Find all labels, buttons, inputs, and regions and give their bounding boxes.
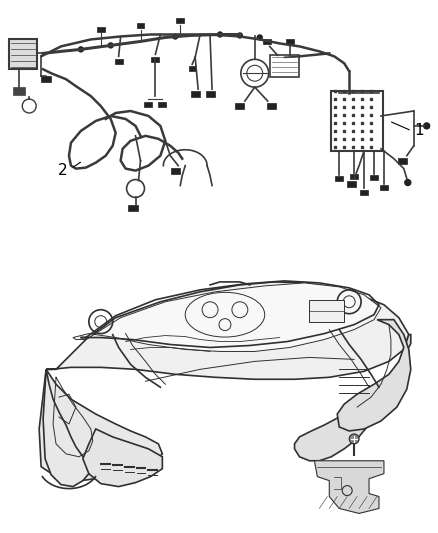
Polygon shape	[39, 369, 162, 481]
Polygon shape	[314, 461, 384, 513]
Bar	[380, 185, 388, 190]
Bar	[191, 91, 200, 97]
Polygon shape	[46, 282, 409, 379]
Polygon shape	[73, 283, 381, 351]
Bar	[331, 91, 383, 151]
Circle shape	[349, 434, 359, 444]
Circle shape	[108, 43, 113, 48]
Polygon shape	[337, 320, 411, 431]
Bar	[127, 205, 138, 212]
Circle shape	[405, 180, 411, 185]
Polygon shape	[83, 429, 162, 487]
Bar	[347, 181, 356, 187]
Circle shape	[218, 32, 223, 37]
Bar	[267, 103, 276, 109]
Bar	[235, 103, 244, 109]
Bar	[370, 175, 378, 180]
Bar	[398, 158, 407, 164]
Bar	[145, 102, 152, 107]
Bar	[335, 176, 343, 181]
Bar	[41, 76, 51, 82]
Bar	[171, 168, 180, 174]
Bar	[159, 102, 166, 107]
Bar	[13, 87, 25, 95]
Bar	[309, 300, 344, 321]
Circle shape	[257, 35, 262, 40]
Polygon shape	[294, 335, 411, 461]
Bar	[176, 18, 184, 23]
Bar	[270, 55, 300, 77]
Bar	[350, 174, 358, 179]
Bar	[263, 39, 271, 44]
Bar	[9, 39, 37, 69]
Circle shape	[237, 33, 242, 38]
Bar	[205, 91, 215, 97]
Circle shape	[78, 47, 83, 52]
Bar	[152, 57, 159, 62]
Text: 1: 1	[414, 123, 424, 139]
Bar	[286, 39, 293, 44]
Bar	[115, 59, 123, 64]
Bar	[189, 66, 196, 71]
Bar	[137, 23, 145, 28]
Text: 2: 2	[58, 163, 68, 178]
Circle shape	[424, 123, 430, 129]
Polygon shape	[43, 369, 91, 487]
Bar	[360, 190, 368, 195]
Circle shape	[173, 34, 178, 39]
Bar	[97, 27, 105, 32]
